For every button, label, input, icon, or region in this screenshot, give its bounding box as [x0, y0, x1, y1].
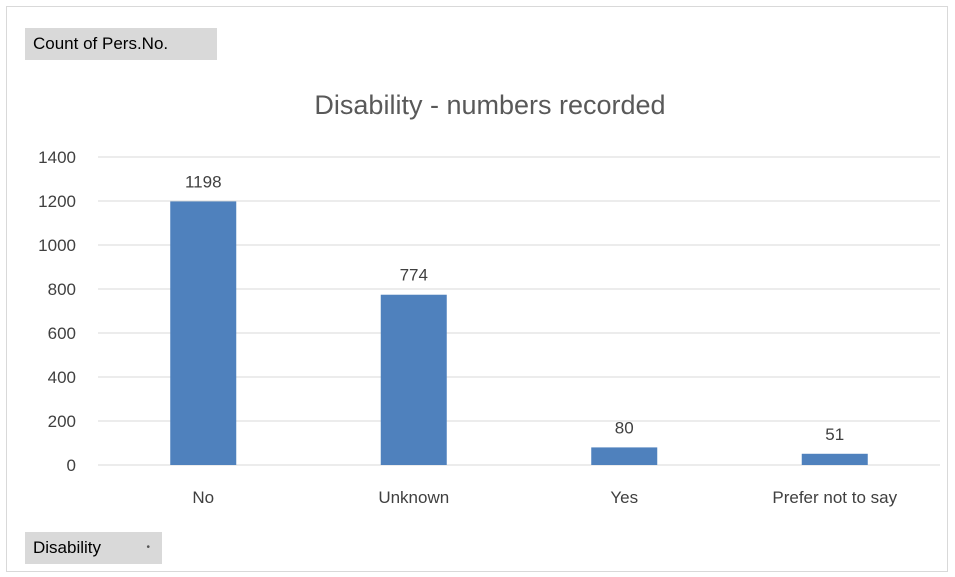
bar-yes[interactable]	[591, 447, 658, 465]
bars	[170, 201, 868, 465]
y-tick-label: 400	[48, 368, 76, 387]
dropdown-arrow-icon[interactable]: •	[146, 542, 150, 553]
values-field-label: Count of Pers.No.	[33, 34, 169, 53]
y-tick-label: 200	[48, 412, 76, 431]
x-tick-label: Prefer not to say	[772, 488, 897, 507]
values-field-button[interactable]: Count of Pers.No.	[25, 28, 217, 60]
y-axis-ticks: 0 200 400 600 800 1000 1200 1400	[38, 148, 76, 475]
y-tick-label: 0	[67, 456, 76, 475]
data-label: 1198	[185, 172, 222, 191]
y-tick-label: 1400	[38, 148, 76, 167]
gridlines	[98, 156, 940, 466]
chart-title: Disability - numbers recorded	[314, 90, 665, 120]
axis-field-label: Disability	[33, 538, 102, 557]
x-tick-label: No	[192, 488, 214, 507]
y-tick-label: 600	[48, 324, 76, 343]
bar-no[interactable]	[170, 201, 237, 465]
axis-field-button[interactable]: Disability •	[25, 532, 162, 564]
x-tick-label: Unknown	[378, 488, 449, 507]
bar-prefer-not-to-say[interactable]	[801, 453, 868, 465]
data-label: 774	[400, 266, 428, 285]
x-axis-ticks: No Unknown Yes Prefer not to say	[192, 488, 897, 507]
x-tick-label: Yes	[610, 488, 638, 507]
y-tick-label: 800	[48, 280, 76, 299]
y-tick-label: 1200	[38, 192, 76, 211]
bar-unknown[interactable]	[380, 294, 447, 465]
data-label: 80	[615, 418, 634, 437]
y-tick-label: 1000	[38, 236, 76, 255]
data-labels: 1198 774 80 51	[185, 172, 844, 443]
data-label: 51	[825, 425, 844, 444]
